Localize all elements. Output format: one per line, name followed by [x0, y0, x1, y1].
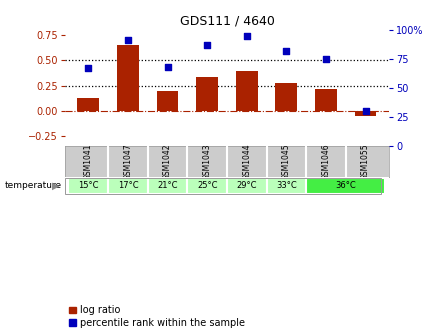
- Title: GDS111 / 4640: GDS111 / 4640: [179, 15, 275, 28]
- Bar: [148, 178, 187, 194]
- Text: GSM1044: GSM1044: [242, 143, 251, 180]
- Text: 33°C: 33°C: [276, 181, 297, 190]
- Bar: [315, 89, 337, 111]
- Bar: [355, 111, 376, 116]
- Point: [203, 43, 210, 48]
- Bar: [196, 77, 218, 111]
- Point: [362, 109, 369, 114]
- Text: GSM1055: GSM1055: [361, 143, 370, 180]
- Text: temperature: temperature: [4, 181, 61, 191]
- Point: [124, 37, 131, 42]
- Bar: [267, 178, 306, 194]
- Text: 17°C: 17°C: [117, 181, 138, 190]
- Text: GSM1047: GSM1047: [123, 143, 133, 180]
- Text: ▶: ▶: [52, 181, 59, 191]
- Bar: [306, 178, 385, 194]
- Text: GSM1045: GSM1045: [282, 143, 291, 180]
- Bar: [69, 178, 108, 194]
- Point: [243, 33, 251, 39]
- Text: 25°C: 25°C: [197, 181, 218, 190]
- Point: [85, 66, 92, 71]
- Text: 29°C: 29°C: [236, 181, 257, 190]
- Text: 15°C: 15°C: [78, 181, 98, 190]
- Text: GSM1043: GSM1043: [202, 143, 212, 180]
- Text: 36°C: 36°C: [336, 181, 356, 190]
- Point: [323, 56, 330, 62]
- Text: GSM1041: GSM1041: [84, 143, 93, 180]
- Bar: [108, 178, 148, 194]
- Bar: [187, 178, 227, 194]
- Point: [164, 65, 171, 70]
- Legend: log ratio, percentile rank within the sample: log ratio, percentile rank within the sa…: [69, 305, 245, 328]
- Text: GSM1046: GSM1046: [321, 143, 331, 180]
- Text: GSM1042: GSM1042: [163, 143, 172, 180]
- Bar: [157, 91, 178, 111]
- Bar: [227, 178, 267, 194]
- Bar: [117, 45, 139, 111]
- Bar: [77, 98, 99, 111]
- Text: 21°C: 21°C: [157, 181, 178, 190]
- Bar: [236, 71, 258, 111]
- Bar: [275, 83, 297, 111]
- Point: [283, 48, 290, 54]
